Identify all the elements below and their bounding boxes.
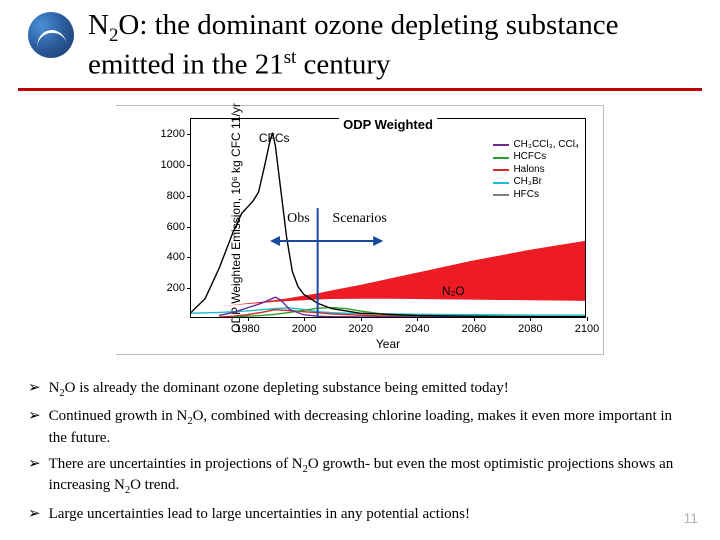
ytick-label: 800 [151, 190, 185, 202]
xtick-label: 2000 [292, 323, 316, 335]
cfc-series-label: CFCs [259, 131, 290, 145]
bullet-marker-icon: ➢ [28, 505, 41, 524]
xtick-label: 2040 [405, 323, 429, 335]
bullet-item: ➢ Continued growth in N2O, combined with … [28, 407, 692, 448]
ytick-label: 600 [151, 221, 185, 233]
xtick-label: 2060 [462, 323, 486, 335]
ytick-label: 400 [151, 251, 185, 263]
xtick-label: 2080 [518, 323, 542, 335]
bullet-text: Large uncertainties lead to large uncert… [49, 505, 470, 524]
page-title: N2O: the dominant ozone depleting substa… [88, 8, 692, 88]
bullet-item: ➢ N2O is already the dominant ozone deple… [28, 379, 692, 400]
title-bar: N2O: the dominant ozone depleting substa… [18, 0, 702, 91]
xtick-label: 2100 [575, 323, 599, 335]
obs-label: Obs [287, 211, 310, 227]
xtick-label: 1980 [235, 323, 259, 335]
chart-plot-area: ODP Weighted ODP Weighted Emission, 10⁶ … [190, 118, 586, 318]
bullet-marker-icon: ➢ [28, 379, 41, 398]
ytick-label: 1200 [151, 128, 185, 140]
bullet-marker-icon: ➢ [28, 455, 41, 474]
chart-panel: ODP Weighted ODP Weighted Emission, 10⁶ … [116, 105, 604, 355]
bullet-text: Continued growth in N2O, combined with d… [49, 407, 692, 448]
noaa-logo-icon [28, 12, 74, 58]
scenarios-label: Scenarios [332, 211, 386, 227]
obs-scenarios-arrow-icon [270, 233, 383, 249]
legend-item: HCFCs [493, 151, 579, 164]
ytick-label: 1000 [151, 159, 185, 171]
n2o-series-label: N₂O [440, 284, 467, 298]
legend-item: Halons [493, 164, 579, 177]
bullet-item: ➢ Large uncertainties lead to large uncer… [28, 505, 692, 524]
legend-item: HFCs [493, 189, 579, 202]
page-number: 11 [683, 510, 698, 526]
bullet-marker-icon: ➢ [28, 407, 41, 426]
xtick-label: 2020 [348, 323, 372, 335]
bullet-item: ➢ There are uncertainties in projections … [28, 455, 692, 498]
chart-container: ODP Weighted ODP Weighted Emission, 10⁶ … [0, 105, 720, 355]
chart-xlabel: Year [376, 337, 400, 351]
legend-item: CH₃Br [493, 176, 579, 189]
bullet-text: N2O is already the dominant ozone deplet… [49, 379, 509, 400]
chart-title: ODP Weighted [339, 117, 437, 132]
bullet-text: There are uncertainties in projections o… [49, 455, 692, 498]
bullet-list: ➢ N2O is already the dominant ozone deple… [28, 379, 692, 524]
ytick-label: 200 [151, 282, 185, 294]
chart-legend: CH₃CCl₃, CCl₄HCFCsHalonsCH₃BrHFCs [493, 139, 579, 202]
legend-item: CH₃CCl₃, CCl₄ [493, 139, 579, 152]
